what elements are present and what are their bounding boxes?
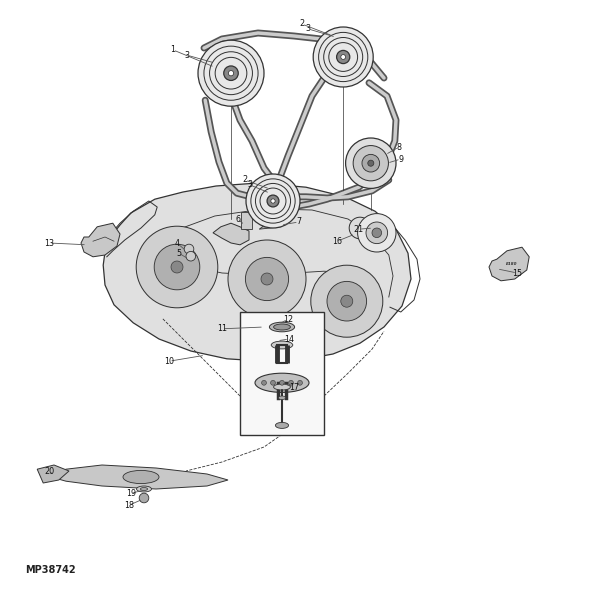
Text: 6: 6 (235, 214, 240, 223)
Text: 20: 20 (44, 467, 54, 475)
Ellipse shape (137, 486, 151, 492)
Circle shape (349, 217, 371, 239)
Circle shape (358, 214, 396, 252)
Circle shape (262, 380, 266, 385)
Circle shape (139, 493, 149, 503)
Polygon shape (489, 247, 529, 281)
Polygon shape (37, 465, 69, 483)
Circle shape (198, 40, 264, 106)
Ellipse shape (274, 384, 290, 390)
Polygon shape (213, 223, 249, 245)
Text: 10: 10 (164, 356, 174, 365)
Polygon shape (81, 223, 120, 257)
Circle shape (346, 138, 396, 188)
Circle shape (184, 244, 194, 254)
Ellipse shape (278, 396, 286, 400)
Text: 3: 3 (247, 180, 252, 190)
Text: 17: 17 (289, 383, 299, 391)
Text: 18: 18 (124, 500, 134, 510)
Text: 11: 11 (217, 324, 227, 334)
Polygon shape (259, 216, 283, 229)
Text: MP38742: MP38742 (25, 565, 76, 575)
Circle shape (186, 251, 196, 261)
Text: E180: E180 (505, 262, 517, 266)
FancyBboxPatch shape (241, 212, 252, 229)
Circle shape (353, 146, 388, 181)
Circle shape (246, 174, 300, 228)
Circle shape (171, 261, 183, 273)
Circle shape (289, 380, 293, 385)
Text: 1: 1 (170, 45, 175, 54)
Ellipse shape (269, 322, 295, 332)
Text: 14: 14 (284, 335, 294, 343)
Circle shape (224, 66, 238, 80)
Ellipse shape (140, 487, 148, 491)
Circle shape (271, 199, 275, 203)
Text: 19: 19 (126, 488, 136, 498)
Text: 21: 21 (354, 224, 364, 233)
Text: 15: 15 (512, 269, 522, 277)
Ellipse shape (274, 324, 290, 330)
Circle shape (366, 222, 388, 244)
Text: 13: 13 (44, 238, 54, 247)
Text: 3: 3 (305, 25, 310, 34)
Text: 3: 3 (185, 50, 190, 59)
FancyBboxPatch shape (240, 312, 324, 435)
Text: 16: 16 (332, 236, 342, 246)
Text: 2: 2 (242, 175, 247, 185)
Circle shape (229, 71, 233, 76)
Circle shape (372, 228, 382, 238)
Circle shape (341, 295, 353, 307)
Text: 9: 9 (398, 154, 403, 163)
Ellipse shape (123, 470, 159, 484)
Ellipse shape (271, 341, 293, 349)
Circle shape (280, 380, 284, 385)
Text: 12: 12 (283, 314, 293, 323)
Circle shape (337, 50, 350, 64)
Polygon shape (51, 465, 228, 489)
Text: 4: 4 (175, 238, 179, 247)
Circle shape (341, 55, 346, 59)
Ellipse shape (275, 422, 289, 428)
Text: 7: 7 (296, 217, 301, 226)
Circle shape (136, 226, 218, 308)
Circle shape (261, 273, 273, 285)
Circle shape (362, 154, 380, 172)
Text: 8: 8 (397, 142, 401, 151)
Circle shape (228, 240, 306, 318)
Circle shape (368, 160, 374, 166)
Text: 2: 2 (299, 19, 304, 28)
Polygon shape (103, 183, 411, 361)
Circle shape (298, 380, 302, 385)
Circle shape (267, 195, 279, 207)
Circle shape (271, 380, 275, 385)
Circle shape (313, 27, 373, 87)
Circle shape (327, 281, 367, 321)
Circle shape (245, 257, 289, 301)
Text: 5: 5 (176, 249, 181, 258)
Circle shape (154, 244, 200, 290)
Circle shape (311, 265, 383, 337)
Ellipse shape (255, 373, 309, 392)
